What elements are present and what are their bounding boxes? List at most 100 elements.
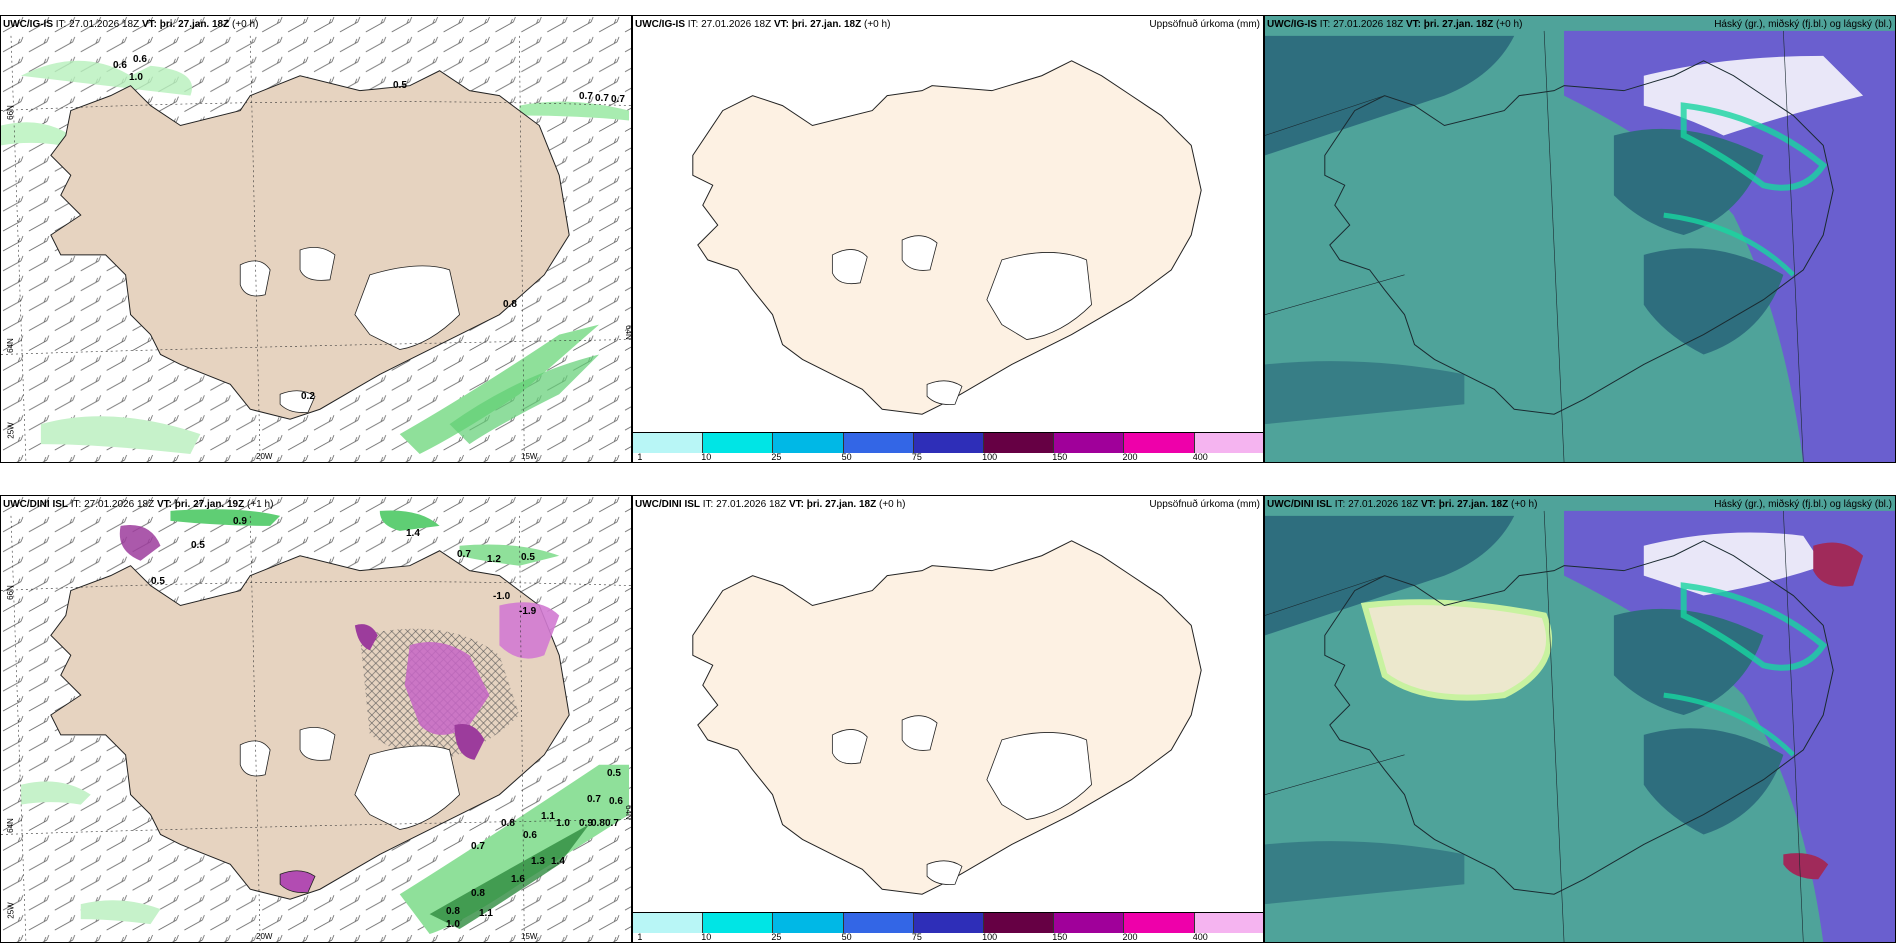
lat-label: 25W <box>6 902 16 919</box>
lat-label: 66N <box>5 105 15 120</box>
precip-value: 0.7 <box>611 94 625 105</box>
precip-value: 0.8 <box>501 818 515 829</box>
precip-value: 1.4 <box>406 528 420 539</box>
colorbar-tick: 400 <box>1192 452 1208 462</box>
precip-value: 0.2 <box>301 391 315 402</box>
panel-header: UWC/IG-IS IT: 27.01.2026 18Z VT: þri. 27… <box>635 19 891 30</box>
wind-precip-map <box>1 496 631 942</box>
precip-value: 0.6 <box>609 796 623 807</box>
map-panel-dini-wind: UWC/DINI ISL IT: 27.01.2026 18Z VT: þri.… <box>0 495 632 943</box>
panel-title: Háský (gr.), miðský (fj.bl.) og lágský (… <box>1714 499 1892 510</box>
colorbar-tick: 10 <box>701 932 712 942</box>
colorbar-segment <box>703 913 774 933</box>
precip-map <box>692 540 1202 895</box>
precip-value: 0.5 <box>393 80 407 91</box>
precip-colorbar <box>633 432 1263 453</box>
colorbar-tick: 50 <box>841 452 852 462</box>
map-panel-ig-is-wind: UWC/IG-IS IT: 27.01.2026 18Z VT: þri. 27… <box>0 15 632 463</box>
precip-value: 0.8 <box>503 299 517 310</box>
precip-value: 1.4 <box>551 856 565 867</box>
colorbar-tick: 150 <box>1052 932 1068 942</box>
map-panel-dini-precip: UWC/DINI ISL IT: 27.01.2026 18Z VT: þri.… <box>632 495 1264 943</box>
colorbar-segment <box>984 913 1055 933</box>
colorbar-segment <box>1124 433 1195 453</box>
colorbar-segment <box>913 913 985 933</box>
colorbar-segment <box>1124 913 1195 933</box>
colorbar-tick: 1 <box>637 452 643 462</box>
cloud-map <box>1265 496 1895 942</box>
colorbar-tick: 400 <box>1192 932 1208 942</box>
lon-label: 15W <box>521 452 538 461</box>
precip-map <box>692 60 1202 415</box>
colorbar-tick: 75 <box>911 932 922 942</box>
precip-value: 0.5 <box>521 552 535 563</box>
panel-header: UWC/DINI ISL IT: 27.01.2026 18Z VT: þri.… <box>3 499 274 510</box>
colorbar-segment <box>1054 913 1125 933</box>
colorbar-segment <box>913 433 985 453</box>
colorbar-tick: 10 <box>701 452 712 462</box>
precip-value: 1.3 <box>531 856 545 867</box>
precip-value: -1.0 <box>493 591 511 602</box>
panel-title: Uppsöfnuð úrkoma (mm) <box>1149 19 1260 30</box>
precip-value: 0.7 <box>605 818 619 829</box>
panel-header: UWC/IG-IS IT: 27.01.2026 18Z VT: þri. 27… <box>3 19 259 30</box>
lon-label: 20W <box>256 452 273 461</box>
lat-label: 64N <box>5 818 15 833</box>
colorbar-tick: 25 <box>771 452 782 462</box>
colorbar-segment <box>633 913 704 933</box>
precip-value: 0.5 <box>607 768 621 779</box>
lat-label: 64N <box>5 338 15 353</box>
precip-value: 0.7 <box>471 841 485 852</box>
map-panel-ig-is-cloud: UWC/IG-IS IT: 27.01.2026 18Z VT: þri. 27… <box>1264 15 1896 463</box>
colorbar-segment <box>843 433 914 453</box>
precip-value: 0.7 <box>595 93 609 104</box>
colorbar-segment <box>843 913 914 933</box>
precip-value: 0.8 <box>591 818 605 829</box>
panel-header: UWC/DINI ISL IT: 27.01.2026 18Z VT: þri.… <box>1267 499 1538 510</box>
colorbar-segment <box>773 913 844 933</box>
panel-header: UWC/IG-IS IT: 27.01.2026 18Z VT: þri. 27… <box>1267 19 1523 30</box>
colorbar-segment <box>1054 433 1125 453</box>
panel-header: UWC/DINI ISL IT: 27.01.2026 18Z VT: þri.… <box>635 499 906 510</box>
precip-value: 0.5 <box>191 540 205 551</box>
colorbar-ticks: 1 10 25 50 75 100 150 200 400 <box>633 452 1263 462</box>
map-panel-dini-cloud: UWC/DINI ISL IT: 27.01.2026 18Z VT: þri.… <box>1264 495 1896 943</box>
precip-value: 0.7 <box>587 794 601 805</box>
colorbar-tick: 25 <box>771 932 782 942</box>
colorbar-tick: 200 <box>1122 932 1138 942</box>
precip-value: 0.8 <box>471 888 485 899</box>
lon-label: 20W <box>256 932 273 941</box>
precip-value: 1.0 <box>129 72 143 83</box>
colorbar-segment <box>1194 913 1263 933</box>
colorbar-tick: 150 <box>1052 452 1068 462</box>
panel-title: Háský (gr.), miðský (fj.bl.) og lágský (… <box>1714 19 1892 30</box>
precip-value: 0.8 <box>446 906 460 917</box>
colorbar-ticks: 1 10 25 50 75 100 150 200 400 <box>633 932 1263 942</box>
precip-value: -1.9 <box>519 606 537 617</box>
colorbar-tick: 50 <box>841 932 852 942</box>
precip-value: 1.1 <box>479 908 493 919</box>
precip-value: 0.7 <box>457 549 471 560</box>
lat-label: 64N <box>623 325 632 340</box>
colorbar-tick: 100 <box>982 452 998 462</box>
lon-label: 15W <box>521 932 538 941</box>
lat-label: 66N <box>5 585 15 600</box>
colorbar-tick: 200 <box>1122 452 1138 462</box>
lat-label: 64N <box>623 805 632 820</box>
precip-value: 1.2 <box>487 554 501 565</box>
precip-value: 0.6 <box>523 830 537 841</box>
wind-precip-map <box>1 16 631 462</box>
colorbar-tick: 75 <box>911 452 922 462</box>
precip-value: 0.6 <box>113 60 127 71</box>
precip-colorbar <box>633 912 1263 933</box>
colorbar-tick: 1 <box>637 932 643 942</box>
precip-value: 0.9 <box>233 516 247 527</box>
lat-label: 25W <box>6 422 16 439</box>
precip-value: 0.5 <box>151 576 165 587</box>
cloud-map <box>1265 16 1895 462</box>
precip-value: 0.9 <box>579 818 593 829</box>
panel-title: Uppsöfnuð úrkoma (mm) <box>1149 499 1260 510</box>
precip-value: 1.1 <box>541 811 555 822</box>
precip-value: 1.6 <box>511 874 525 885</box>
precip-value: 1.0 <box>556 818 570 829</box>
